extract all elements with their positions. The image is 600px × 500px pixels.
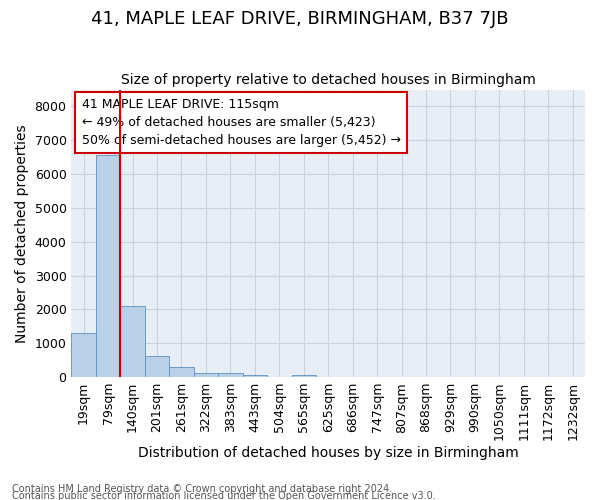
Bar — [292, 374, 316, 377]
Bar — [71, 333, 96, 377]
Bar — [169, 368, 194, 377]
Text: 41, MAPLE LEAF DRIVE, BIRMINGHAM, B37 7JB: 41, MAPLE LEAF DRIVE, BIRMINGHAM, B37 7J… — [91, 10, 509, 28]
Bar — [121, 306, 145, 377]
Y-axis label: Number of detached properties: Number of detached properties — [15, 124, 29, 342]
Title: Size of property relative to detached houses in Birmingham: Size of property relative to detached ho… — [121, 73, 536, 87]
X-axis label: Distribution of detached houses by size in Birmingham: Distribution of detached houses by size … — [138, 446, 518, 460]
Text: 41 MAPLE LEAF DRIVE: 115sqm
← 49% of detached houses are smaller (5,423)
50% of : 41 MAPLE LEAF DRIVE: 115sqm ← 49% of det… — [82, 98, 401, 147]
Bar — [194, 372, 218, 377]
Bar — [242, 374, 267, 377]
Text: Contains HM Land Registry data © Crown copyright and database right 2024.: Contains HM Land Registry data © Crown c… — [12, 484, 392, 494]
Bar — [145, 356, 169, 377]
Bar — [96, 154, 121, 377]
Bar — [218, 374, 242, 377]
Text: Contains public sector information licensed under the Open Government Licence v3: Contains public sector information licen… — [12, 491, 436, 500]
